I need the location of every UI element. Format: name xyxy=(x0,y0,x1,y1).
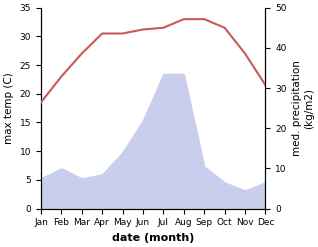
Y-axis label: med. precipitation
(kg/m2): med. precipitation (kg/m2) xyxy=(292,60,314,156)
Y-axis label: max temp (C): max temp (C) xyxy=(4,72,14,144)
X-axis label: date (month): date (month) xyxy=(112,233,194,243)
